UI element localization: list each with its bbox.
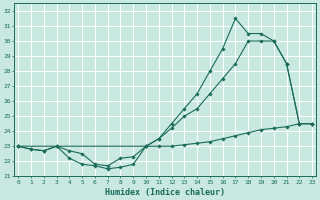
X-axis label: Humidex (Indice chaleur): Humidex (Indice chaleur) (105, 188, 225, 197)
